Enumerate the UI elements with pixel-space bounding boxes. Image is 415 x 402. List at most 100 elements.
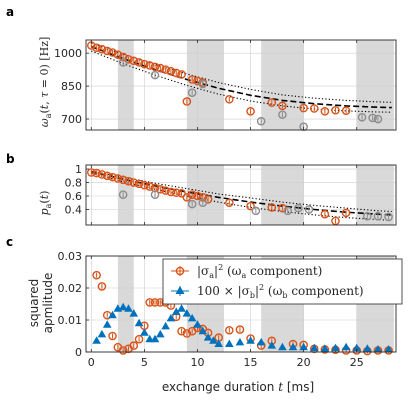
- data-point-circle: [304, 205, 314, 214]
- panel-label-b: b: [6, 152, 15, 166]
- data-point-triangle: [384, 344, 393, 353]
- data-point-triangle: [331, 343, 340, 352]
- data-point-circle: [373, 114, 383, 124]
- axes-box: [85, 39, 397, 131]
- data-point-circle: [134, 58, 144, 67]
- legend-marker-triangle: [175, 286, 185, 294]
- data-point-circle: [92, 270, 101, 280]
- data-point-circle: [108, 172, 117, 182]
- data-point-triangle: [124, 304, 133, 312]
- data-point-circle: [331, 105, 340, 115]
- data-point-circle: [320, 107, 330, 116]
- data-point-triangle: [235, 337, 245, 346]
- data-point-circle: [92, 168, 101, 178]
- data-point-circle: [187, 190, 197, 199]
- panel-b: 0.40.60.81: [65, 163, 397, 226]
- data-point-triangle: [209, 336, 218, 344]
- shaded-region: [261, 165, 304, 225]
- data-point-circle: [384, 212, 393, 222]
- data-point-circle: [193, 191, 202, 201]
- data-point-circle: [246, 201, 255, 211]
- data-point-circle: [134, 334, 144, 344]
- data-point-circle: [171, 68, 181, 78]
- data-point-circle: [102, 46, 112, 56]
- y-tick-label: 700: [61, 113, 82, 126]
- data-point-circle: [182, 97, 192, 106]
- y-tick-label: 850: [61, 80, 82, 93]
- data-point-circle: [166, 66, 176, 76]
- data-point-circle: [182, 329, 192, 338]
- data-point-circle: [108, 331, 117, 341]
- data-point-circle: [87, 168, 96, 177]
- x-tick-label: 20: [297, 356, 311, 369]
- y-tick-label: 0: [75, 346, 82, 359]
- data-point-circle: [267, 203, 277, 212]
- data-point-circle: [171, 188, 181, 197]
- legend-entry-a: |σa|2 (ωa component): [171, 263, 322, 280]
- data-point-circle: [373, 211, 383, 221]
- panel-label-c: c: [6, 235, 13, 249]
- data-point-circle: [156, 184, 165, 194]
- data-point-triangle: [166, 313, 176, 322]
- data-point-triangle: [102, 320, 112, 328]
- data-point-circle: [198, 198, 208, 208]
- legend-label-a: |σa|2 (ωa component): [197, 263, 322, 280]
- data-point-triangle: [225, 339, 234, 347]
- data-point-triangle: [182, 309, 192, 317]
- legend-marker-circle: [175, 266, 185, 276]
- data-point-circle: [267, 98, 277, 107]
- data-point-triangle: [373, 344, 383, 353]
- data-point-circle: [299, 103, 308, 113]
- data-point-circle: [118, 346, 128, 355]
- data-point-triangle: [341, 342, 351, 351]
- data-point-triangle: [97, 329, 107, 338]
- data-point-circle: [97, 44, 107, 54]
- ylabel-c-line1: squared: [27, 279, 41, 328]
- data-point-triangle: [267, 341, 277, 349]
- y-tick-label: 0.01: [58, 314, 83, 327]
- data-point-circle: [225, 94, 234, 104]
- fit-curve-dotted: [91, 42, 392, 103]
- data-point-triangle: [187, 313, 197, 322]
- data-point-triangle: [363, 344, 372, 352]
- data-point-triangle: [288, 342, 298, 351]
- data-point-circle: [145, 182, 154, 191]
- data-point-circle: [150, 190, 160, 199]
- data-point-circle: [113, 50, 123, 60]
- legend-box: [162, 258, 403, 305]
- data-point-circle: [108, 48, 117, 57]
- data-point-triangle: [278, 342, 287, 351]
- data-point-circle: [341, 106, 351, 115]
- xlabel: exchange duration t [ms]: [162, 380, 314, 394]
- data-point-circle: [102, 171, 112, 181]
- legend-entry-b: 100 × |σb|2 (ωb component): [171, 283, 364, 300]
- y-tick-label: 1: [75, 163, 82, 176]
- data-point-circle: [97, 170, 107, 179]
- data-point-circle: [150, 298, 160, 307]
- data-point-circle: [177, 326, 186, 336]
- data-point-triangle: [193, 320, 202, 328]
- data-point-circle: [129, 178, 139, 187]
- fit-curve-dotted: [91, 50, 392, 113]
- data-point-circle: [150, 62, 160, 72]
- data-point-circle: [320, 209, 330, 219]
- data-point-circle: [294, 203, 303, 213]
- data-point-circle: [161, 65, 170, 74]
- data-point-circle: [156, 63, 165, 73]
- axes-box: [85, 164, 397, 226]
- data-point-circle: [368, 113, 377, 123]
- y-tick-label: 0.03: [58, 250, 83, 263]
- data-point-triangle: [198, 326, 208, 335]
- data-point-triangle: [134, 318, 144, 327]
- data-point-circle: [246, 107, 255, 116]
- data-point-circle: [118, 175, 128, 185]
- panel-label-a: a: [6, 5, 14, 19]
- shaded-region: [117, 256, 134, 352]
- data-point-circle: [124, 176, 133, 186]
- data-point-circle: [134, 179, 144, 189]
- x-tick-label: 5: [141, 356, 148, 369]
- data-point-circle: [177, 70, 186, 79]
- data-point-triangle: [203, 333, 213, 341]
- data-point-circle: [309, 104, 319, 113]
- data-point-triangle: [352, 343, 362, 352]
